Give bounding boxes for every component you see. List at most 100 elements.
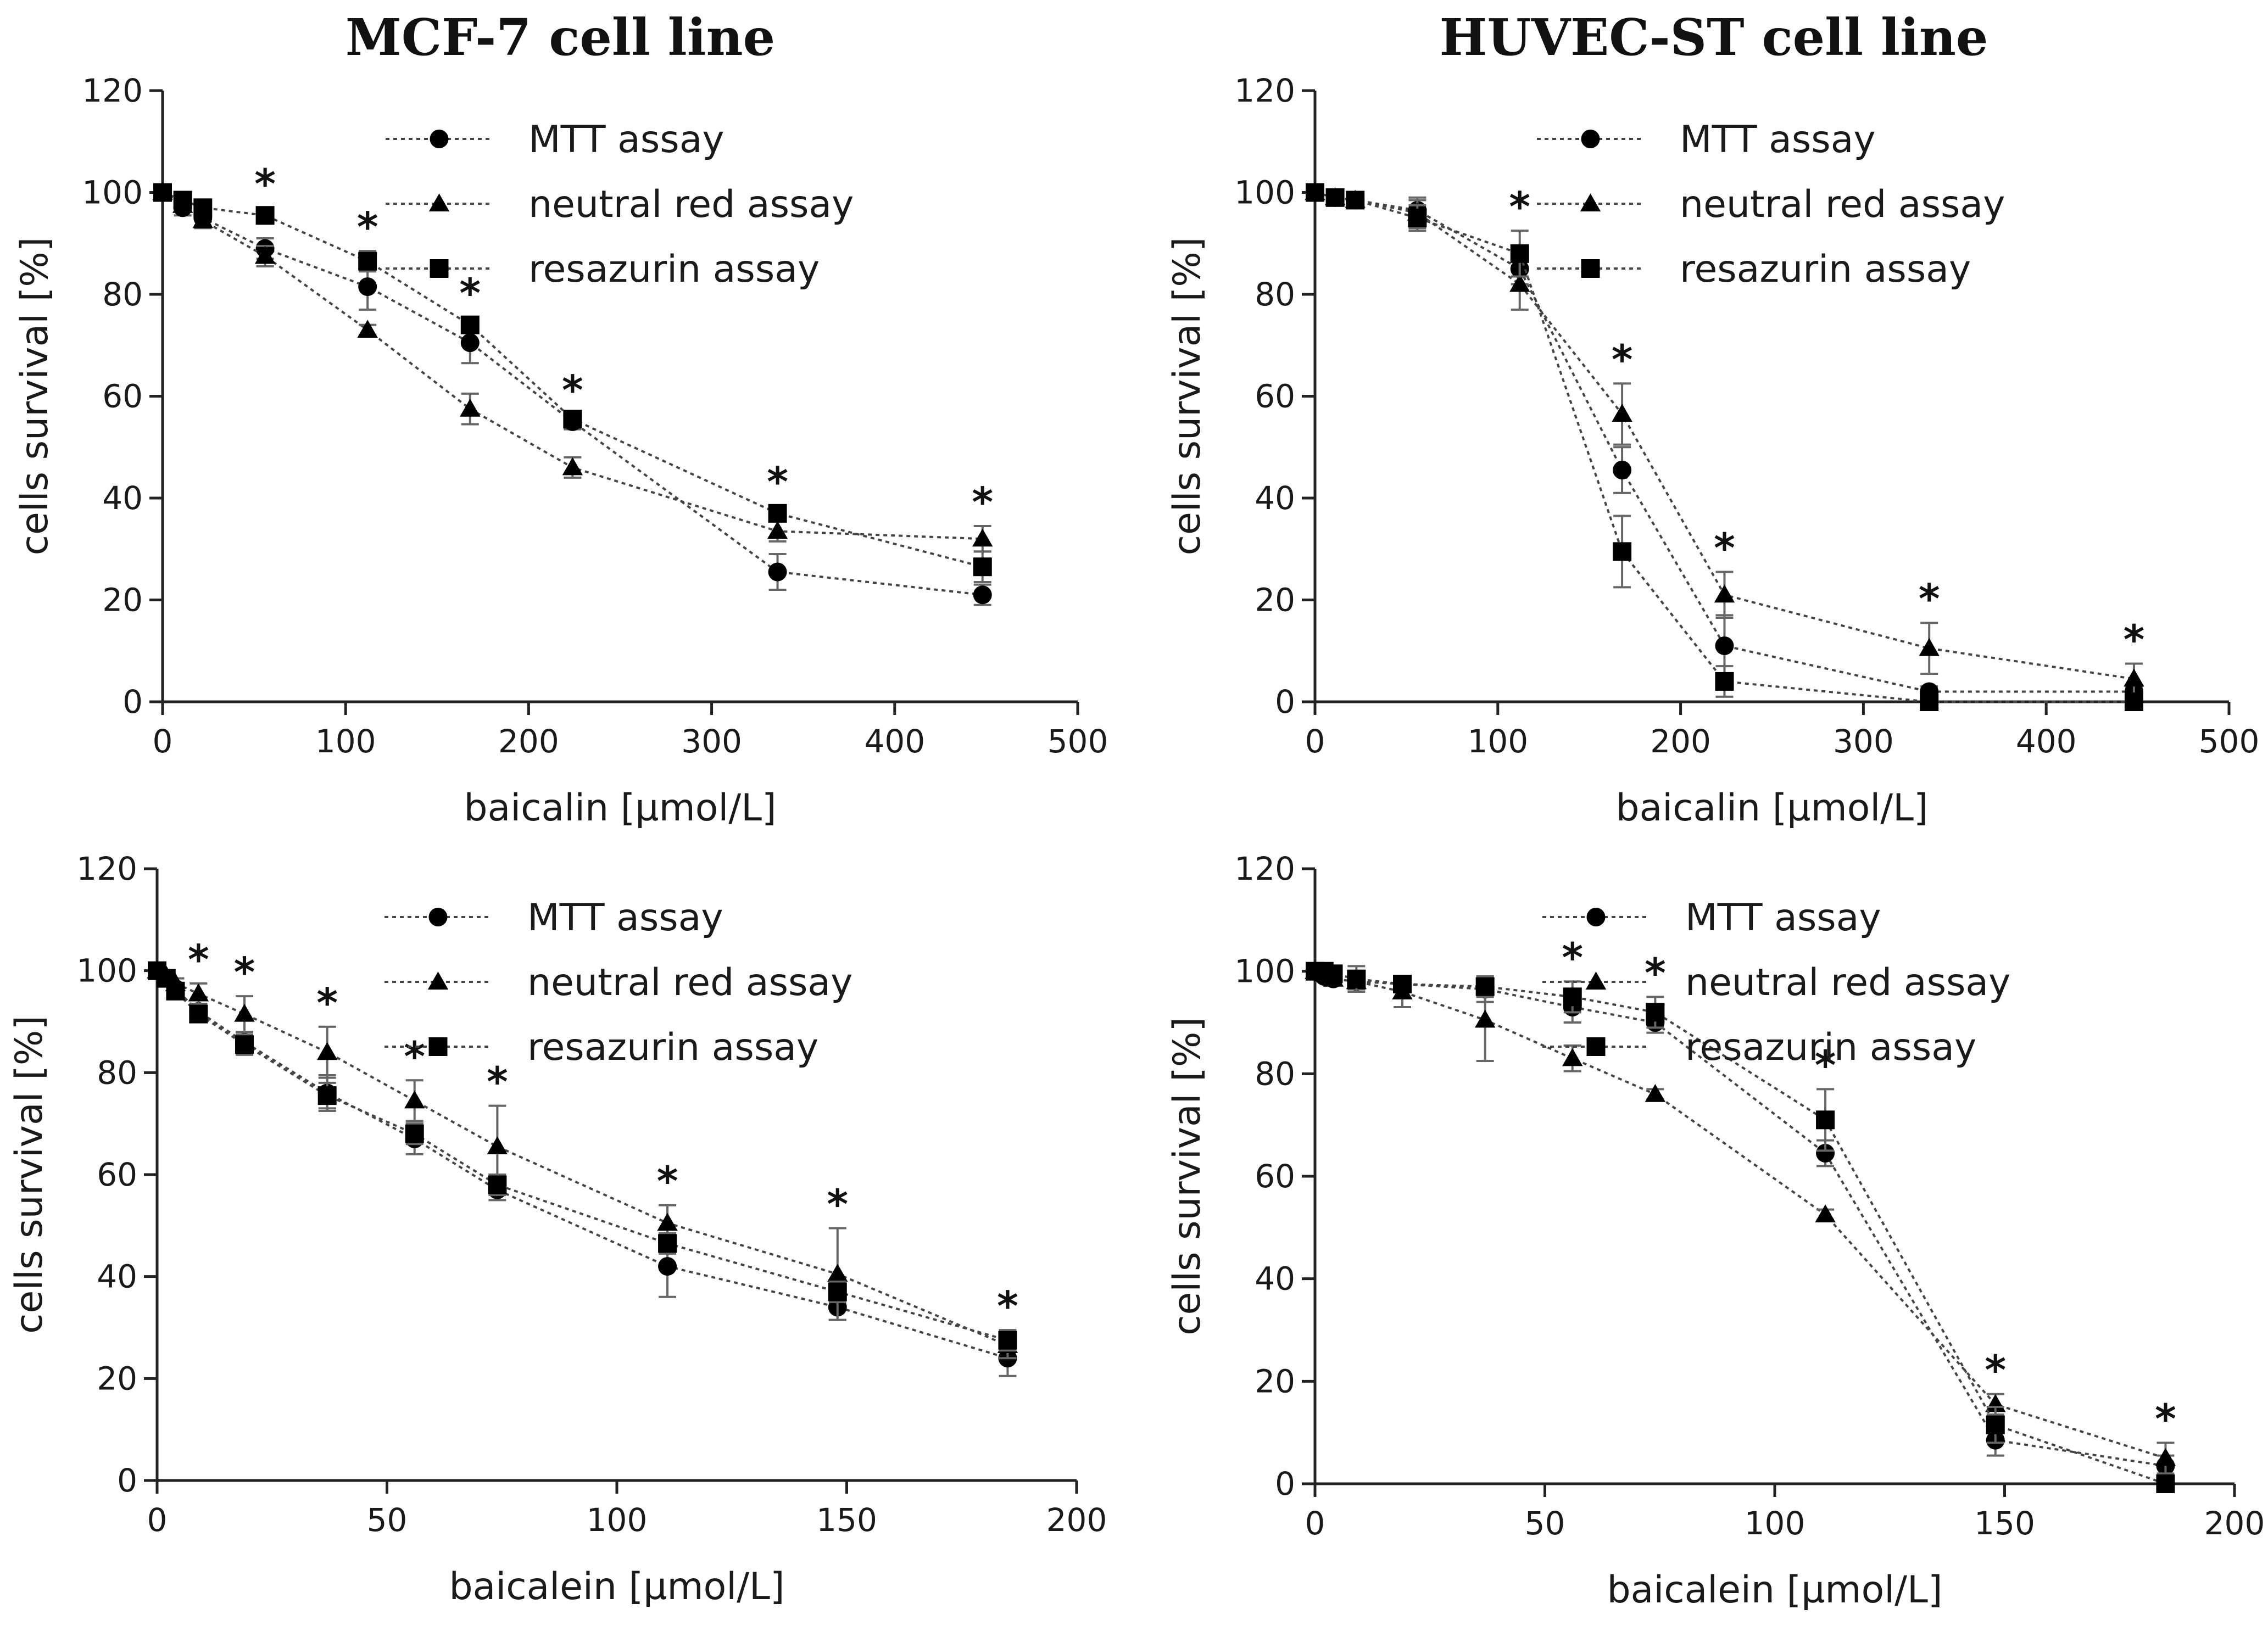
chart-panel-2: 0 20 40 60 80 100 120 0 100 200 300 400 500 baicalin …: [1166, 72, 2259, 830]
y-axis-label: cells survival [%]: [13, 237, 57, 556]
legend-label-neutral-red: neutral red assay: [527, 961, 852, 1004]
x-tick-label: 300: [1833, 723, 1894, 760]
data-point-neutral-red: [188, 983, 209, 1002]
data-point-resazurin: [1986, 1415, 2005, 1434]
data-point-neutral-red: [1815, 1204, 1836, 1223]
x-tick-label: 400: [2016, 723, 2077, 760]
legend-label-resazurin: resazurin assay: [1685, 1026, 1976, 1069]
legend: MTT assay neutral red assay resazurin assa…: [384, 896, 852, 1069]
series-resazurin: [1306, 962, 2175, 1493]
data-point-resazurin: [1563, 987, 1582, 1007]
y-tick-label: 60: [97, 1156, 137, 1193]
y-tick-label: 40: [97, 1258, 137, 1295]
legend-marker-neutral-red: [1585, 971, 1607, 990]
y-tick-label: 80: [97, 1054, 137, 1091]
y-tick-label: 60: [1255, 378, 1295, 415]
y-axis-label: cells survival [%]: [1166, 237, 1209, 556]
column-title-mcf7: MCF-7 cell line: [346, 8, 775, 67]
x-tick-label: 200: [498, 723, 559, 760]
y-tick-label: 80: [1255, 276, 1295, 313]
x-tick-label: 100: [315, 723, 376, 760]
series-resazurin: [153, 183, 992, 584]
data-point-resazurin: [193, 198, 213, 217]
data-point-neutral-red: [562, 457, 583, 476]
significance-star: *: [459, 270, 481, 317]
data-point-resazurin: [317, 1086, 337, 1105]
data-point-resazurin: [1920, 692, 1939, 711]
y-tick-label: 20: [97, 1360, 137, 1397]
x-tick-label: 0: [1305, 1505, 1325, 1542]
data-point-resazurin: [2156, 1474, 2175, 1493]
legend-label-neutral-red: neutral red assay: [528, 183, 854, 226]
data-point-mtt: [358, 277, 377, 297]
y-tick-label: 0: [117, 1462, 137, 1499]
y-tick-label: 20: [1255, 582, 1295, 619]
legend-label-mtt: MTT assay: [1685, 896, 1881, 940]
y-tick-label: 40: [102, 479, 143, 517]
x-tick-label: 150: [1974, 1505, 2035, 1542]
y-tick-label: 100: [1234, 953, 1295, 990]
x-tick-label: 300: [681, 723, 742, 760]
data-point-resazurin: [1510, 244, 1529, 263]
data-point-mtt: [1816, 1144, 1835, 1163]
legend-label-resazurin: resazurin assay: [1680, 248, 1971, 291]
y-tick-label: 0: [1275, 1465, 1295, 1502]
legend-marker-neutral-red: [1580, 193, 1601, 212]
x-tick-label: 50: [367, 1501, 408, 1539]
x-axis-label: baicalin [µmol/L]: [1615, 786, 1928, 830]
legend-marker-mtt: [1581, 130, 1600, 148]
data-point-neutral-red: [254, 245, 276, 264]
data-point-neutral-red: [487, 1136, 508, 1154]
x-tick-label: 150: [816, 1501, 877, 1539]
x-tick-label: 50: [1525, 1505, 1565, 1542]
data-point-resazurin: [1646, 1003, 1665, 1022]
data-point-resazurin: [973, 557, 992, 577]
significance-star: *: [997, 1283, 1018, 1330]
data-point-resazurin: [998, 1331, 1017, 1350]
y-tick-label: 100: [1234, 174, 1295, 211]
x-tick-label: 200: [2204, 1505, 2265, 1542]
y-axis-label: cells survival [%]: [1166, 1017, 1209, 1336]
data-point-mtt: [973, 585, 992, 605]
data-point-resazurin: [2124, 692, 2143, 711]
significance-star: *: [1612, 336, 1633, 383]
y-tick-label: 20: [102, 582, 143, 619]
y-tick-label: 120: [1234, 72, 1295, 109]
legend-marker-resazurin: [1586, 1037, 1606, 1056]
series-resazurin: [1306, 183, 2143, 711]
data-point-resazurin: [1613, 542, 1632, 561]
data-point-neutral-red: [1645, 1083, 1666, 1102]
legend-label-resazurin: resazurin assay: [527, 1026, 818, 1069]
data-point-neutral-red: [1612, 404, 1632, 422]
data-point-resazurin: [235, 1035, 254, 1054]
legend: MTT assay neutral red assay resazurin assa…: [386, 118, 854, 291]
y-axis-label: cells survival [%]: [8, 1015, 51, 1334]
series-resazurin: [148, 961, 1017, 1352]
data-point-mtt: [460, 333, 480, 353]
data-point-neutral-red: [316, 1042, 338, 1060]
significance-star: *: [1919, 575, 1940, 623]
x-axis-label: baicalein [µmol/L]: [449, 1565, 785, 1608]
x-tick-label: 0: [153, 723, 173, 760]
data-point-resazurin: [189, 1004, 208, 1024]
data-point-neutral-red: [1509, 273, 1530, 292]
series-mtt: [148, 961, 1017, 1377]
data-point-resazurin: [255, 206, 275, 225]
significance-star: *: [2124, 616, 2145, 663]
y-tick-label: 0: [1275, 683, 1295, 720]
data-point-resazurin: [1393, 975, 1412, 993]
data-point-resazurin: [1306, 183, 1324, 202]
x-tick-label: 100: [1745, 1505, 1806, 1542]
y-tick-label: 60: [1255, 1158, 1295, 1195]
x-tick-label: 500: [2199, 723, 2260, 760]
legend: MTT assay neutral red assay resazurin assa…: [1542, 896, 2010, 1069]
data-point-neutral-red: [972, 528, 993, 547]
y-tick-label: 100: [76, 952, 137, 990]
legend-marker-mtt: [428, 908, 448, 926]
x-tick-label: 100: [587, 1501, 648, 1539]
data-point-resazurin: [405, 1124, 424, 1143]
significance-star: *: [487, 1059, 508, 1106]
column-title-huvec: HUVEC-ST cell line: [1440, 8, 1988, 67]
data-point-resazurin: [1324, 964, 1343, 984]
